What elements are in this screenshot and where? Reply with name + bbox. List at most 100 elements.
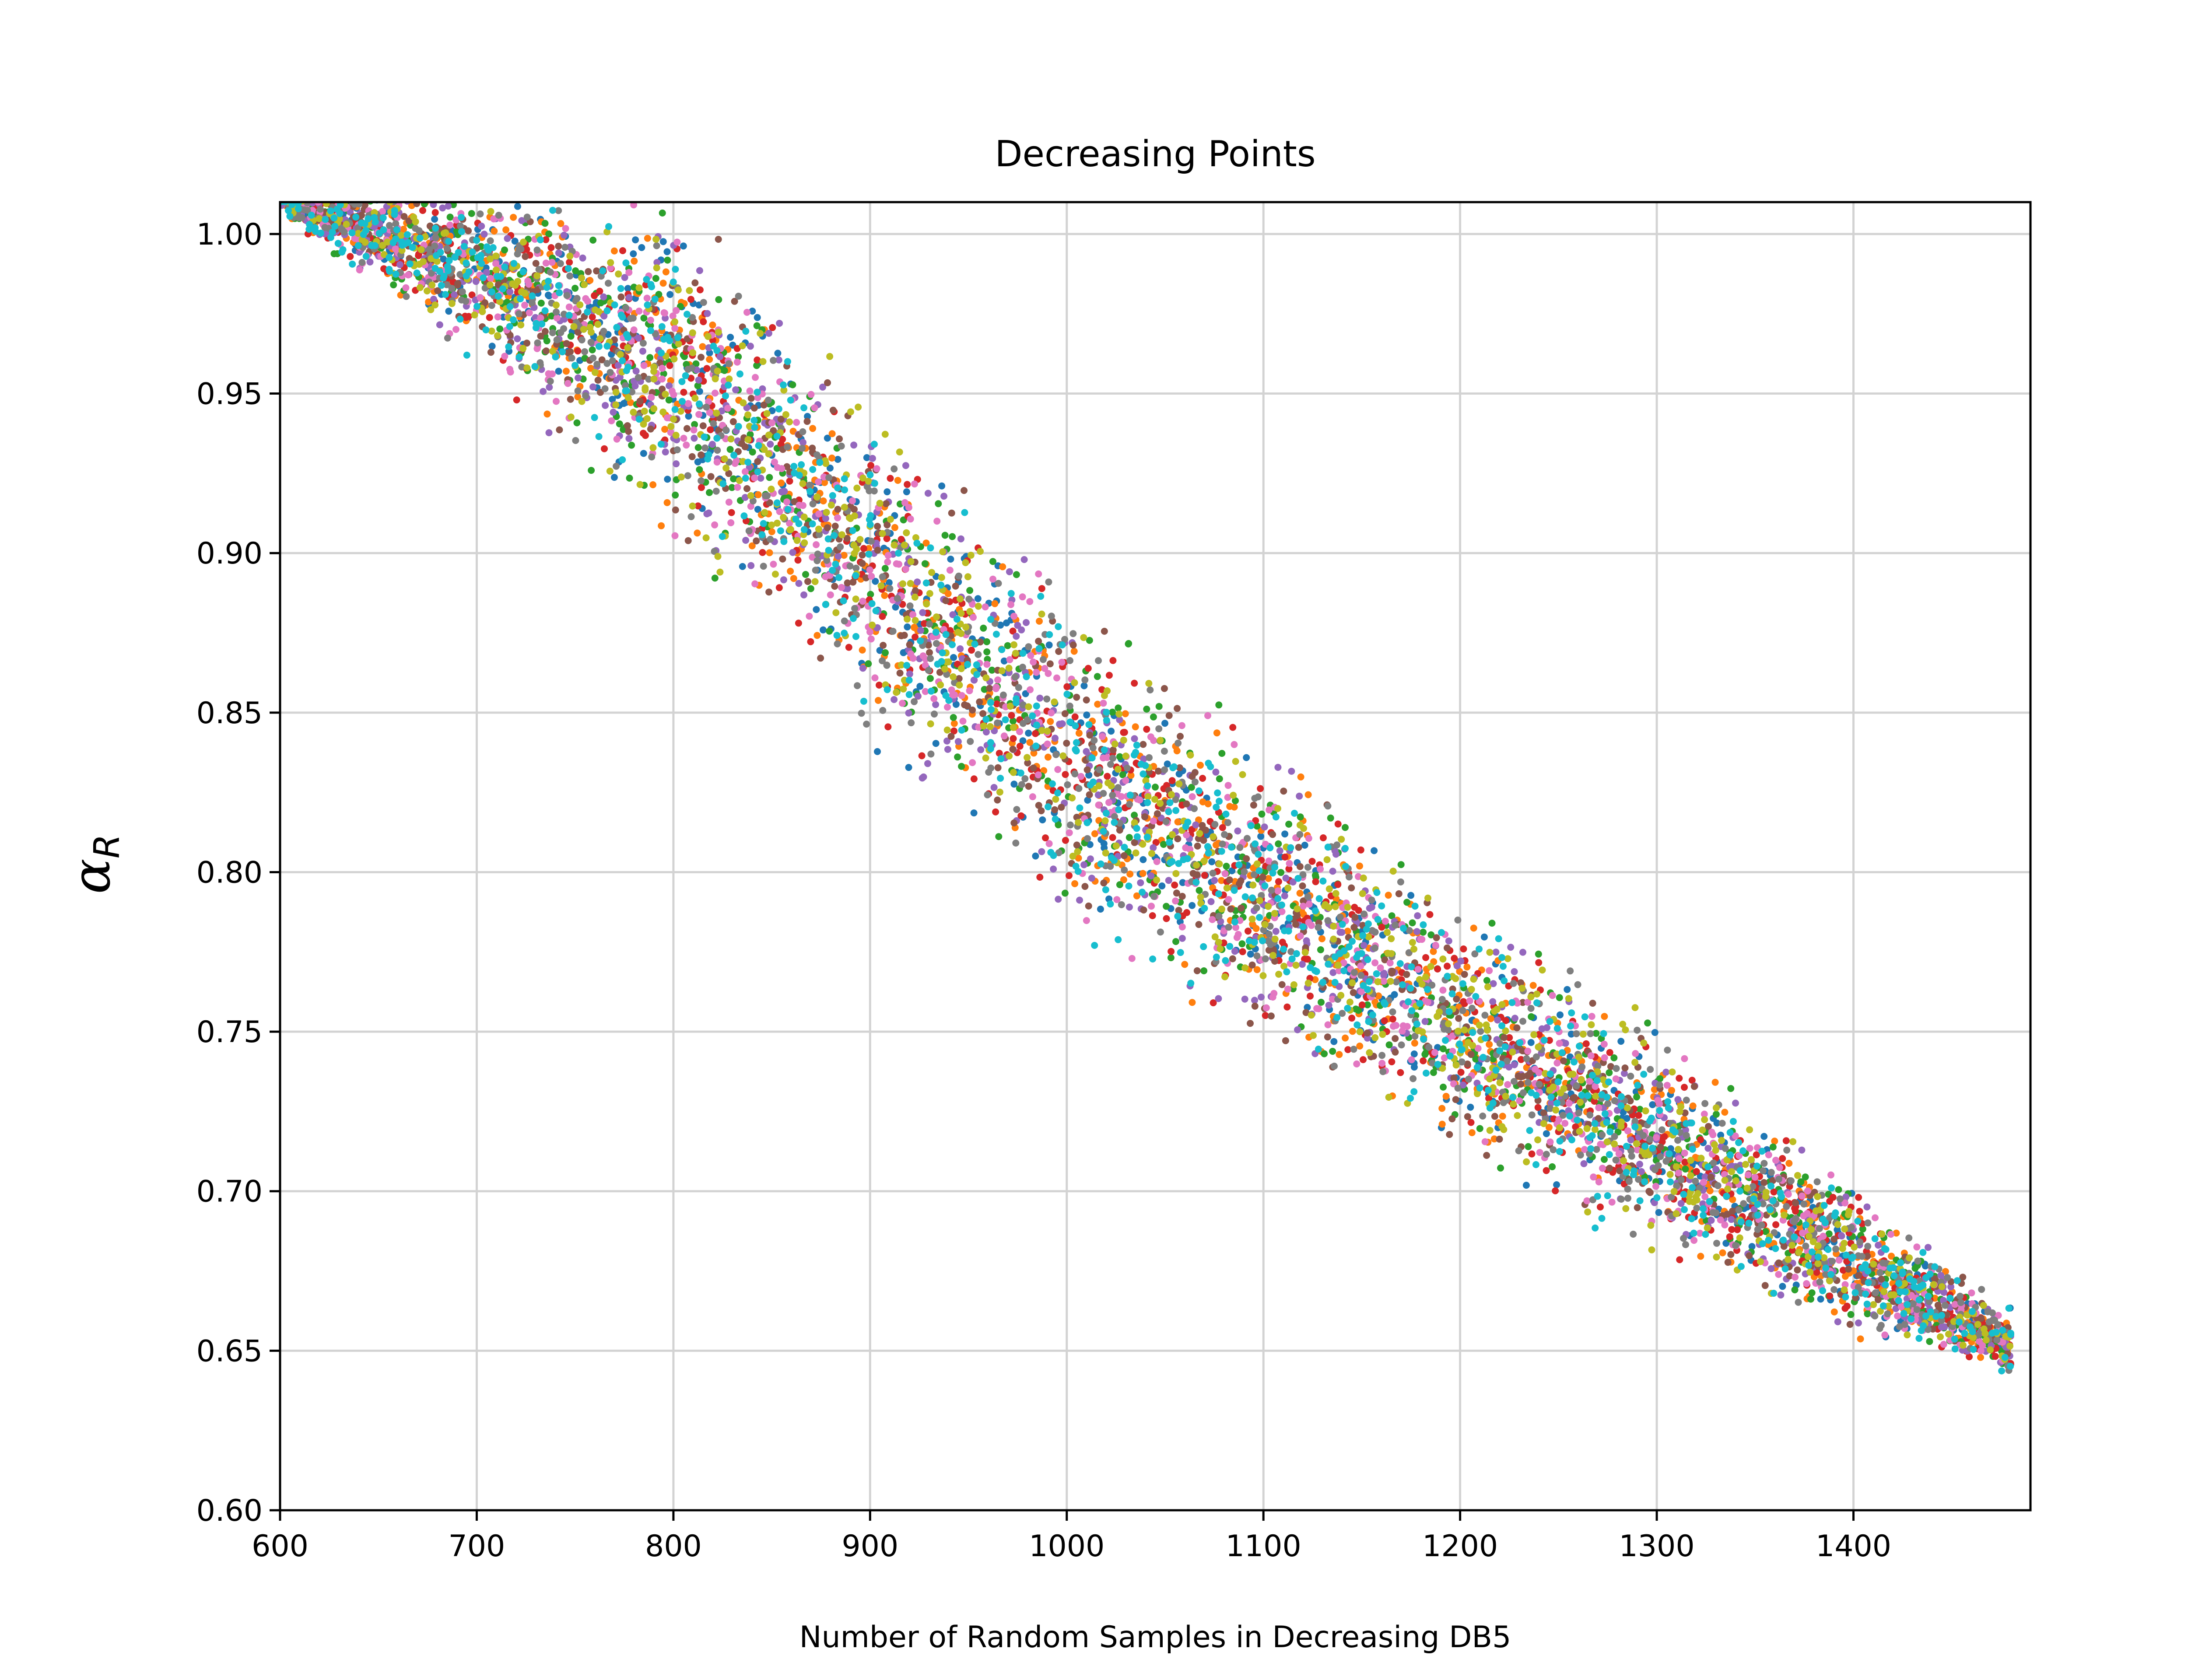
scatter-point	[730, 475, 737, 483]
scatter-point	[1767, 1265, 1775, 1272]
scatter-point	[1297, 932, 1304, 940]
scatter-point	[1239, 948, 1246, 956]
scatter-point	[822, 573, 829, 581]
scatter-point	[562, 368, 570, 375]
scatter-point	[1734, 1226, 1741, 1233]
scatter-point	[640, 362, 648, 369]
scatter-point	[786, 477, 793, 485]
scatter-point	[1651, 1086, 1658, 1093]
scatter-point	[1196, 887, 1203, 894]
scatter-point	[1226, 876, 1233, 884]
scatter-point	[999, 563, 1006, 570]
scatter-point	[1427, 931, 1435, 938]
scatter-point	[1088, 875, 1095, 882]
scatter-point	[1511, 1015, 1518, 1022]
scatter-point	[404, 271, 412, 279]
scatter-point	[1413, 928, 1420, 935]
scatter-point	[1557, 1011, 1564, 1018]
scatter-point	[1651, 1029, 1659, 1036]
scatter-point	[1792, 1199, 1799, 1207]
scatter-point	[1150, 817, 1157, 825]
scatter-point	[996, 749, 1003, 757]
scatter-point	[875, 697, 882, 704]
scatter-point	[1298, 961, 1306, 968]
scatter-point	[421, 202, 428, 208]
scatter-point	[894, 595, 901, 602]
scatter-point	[548, 259, 556, 266]
scatter-point	[1371, 959, 1379, 966]
scatter-point	[1788, 1177, 1795, 1184]
scatter-point	[1762, 1228, 1769, 1235]
scatter-point	[811, 404, 818, 412]
scatter-point	[815, 478, 822, 486]
scatter-point	[840, 552, 848, 559]
scatter-point	[698, 484, 705, 491]
scatter-point	[1726, 1233, 1733, 1240]
scatter-point	[1131, 735, 1138, 742]
scatter-point	[1070, 648, 1078, 655]
scatter-point	[1439, 1045, 1447, 1053]
scatter-point	[1420, 928, 1427, 936]
scatter-point	[1433, 934, 1440, 942]
scatter-point	[992, 685, 999, 693]
scatter-point	[790, 575, 797, 582]
scatter-point	[1522, 1182, 1530, 1189]
scatter-point	[1307, 992, 1314, 1000]
scatter-point	[584, 298, 591, 305]
scatter-point	[1141, 813, 1148, 820]
scatter-point	[905, 504, 912, 511]
scatter-point	[1636, 1161, 1643, 1168]
scatter-point	[1017, 812, 1025, 819]
scatter-point	[1076, 896, 1083, 904]
scatter-point	[514, 203, 521, 210]
scatter-point	[1013, 571, 1020, 578]
scatter-point	[1382, 917, 1389, 925]
scatter-point	[647, 425, 654, 433]
scatter-point	[1513, 1024, 1521, 1032]
scatter-point	[642, 432, 649, 439]
scatter-point	[1606, 1069, 1613, 1076]
scatter-point	[1835, 1186, 1842, 1194]
scatter-point	[1656, 1100, 1663, 1107]
scatter-point	[1655, 1209, 1662, 1216]
scatter-point	[1601, 1054, 1608, 1061]
scatter-point	[1380, 977, 1388, 985]
scatter-point	[1109, 834, 1116, 841]
scatter-point	[652, 275, 659, 282]
scatter-point	[1827, 1171, 1834, 1179]
scatter-point	[1231, 741, 1238, 748]
scatter-point	[884, 723, 892, 731]
scatter-point	[948, 509, 955, 517]
scatter-point	[1149, 912, 1156, 919]
scatter-point	[537, 299, 545, 307]
scatter-point	[926, 675, 934, 682]
scatter-point	[836, 435, 843, 443]
scatter-point	[1378, 924, 1385, 931]
scatter-point	[957, 645, 964, 652]
scatter-point	[543, 347, 550, 355]
scatter-point	[1926, 1338, 1933, 1345]
scatter-point	[1392, 1035, 1399, 1042]
scatter-point	[1707, 1173, 1715, 1181]
scatter-point	[935, 500, 942, 508]
scatter-point	[804, 578, 811, 585]
scatter-point	[525, 280, 533, 288]
scatter-point	[704, 310, 711, 317]
scatter-point	[1215, 995, 1222, 1002]
scatter-point	[1317, 865, 1324, 873]
scatter-point	[1516, 1097, 1523, 1105]
scatter-point	[1312, 878, 1319, 886]
scatter-point	[1131, 812, 1138, 819]
scatter-point	[1608, 1198, 1616, 1206]
scatter-point	[1646, 1189, 1654, 1196]
scatter-point	[1253, 822, 1261, 830]
scatter-point	[488, 343, 496, 350]
scatter-point	[649, 481, 657, 488]
scatter-point	[911, 624, 918, 631]
scatter-point	[1119, 771, 1126, 778]
scatter-point	[601, 445, 608, 452]
scatter-point	[1808, 1289, 1816, 1296]
scatter-point	[986, 685, 993, 692]
scatter-point	[1504, 1081, 1511, 1088]
scatter-point	[1978, 1315, 1985, 1322]
